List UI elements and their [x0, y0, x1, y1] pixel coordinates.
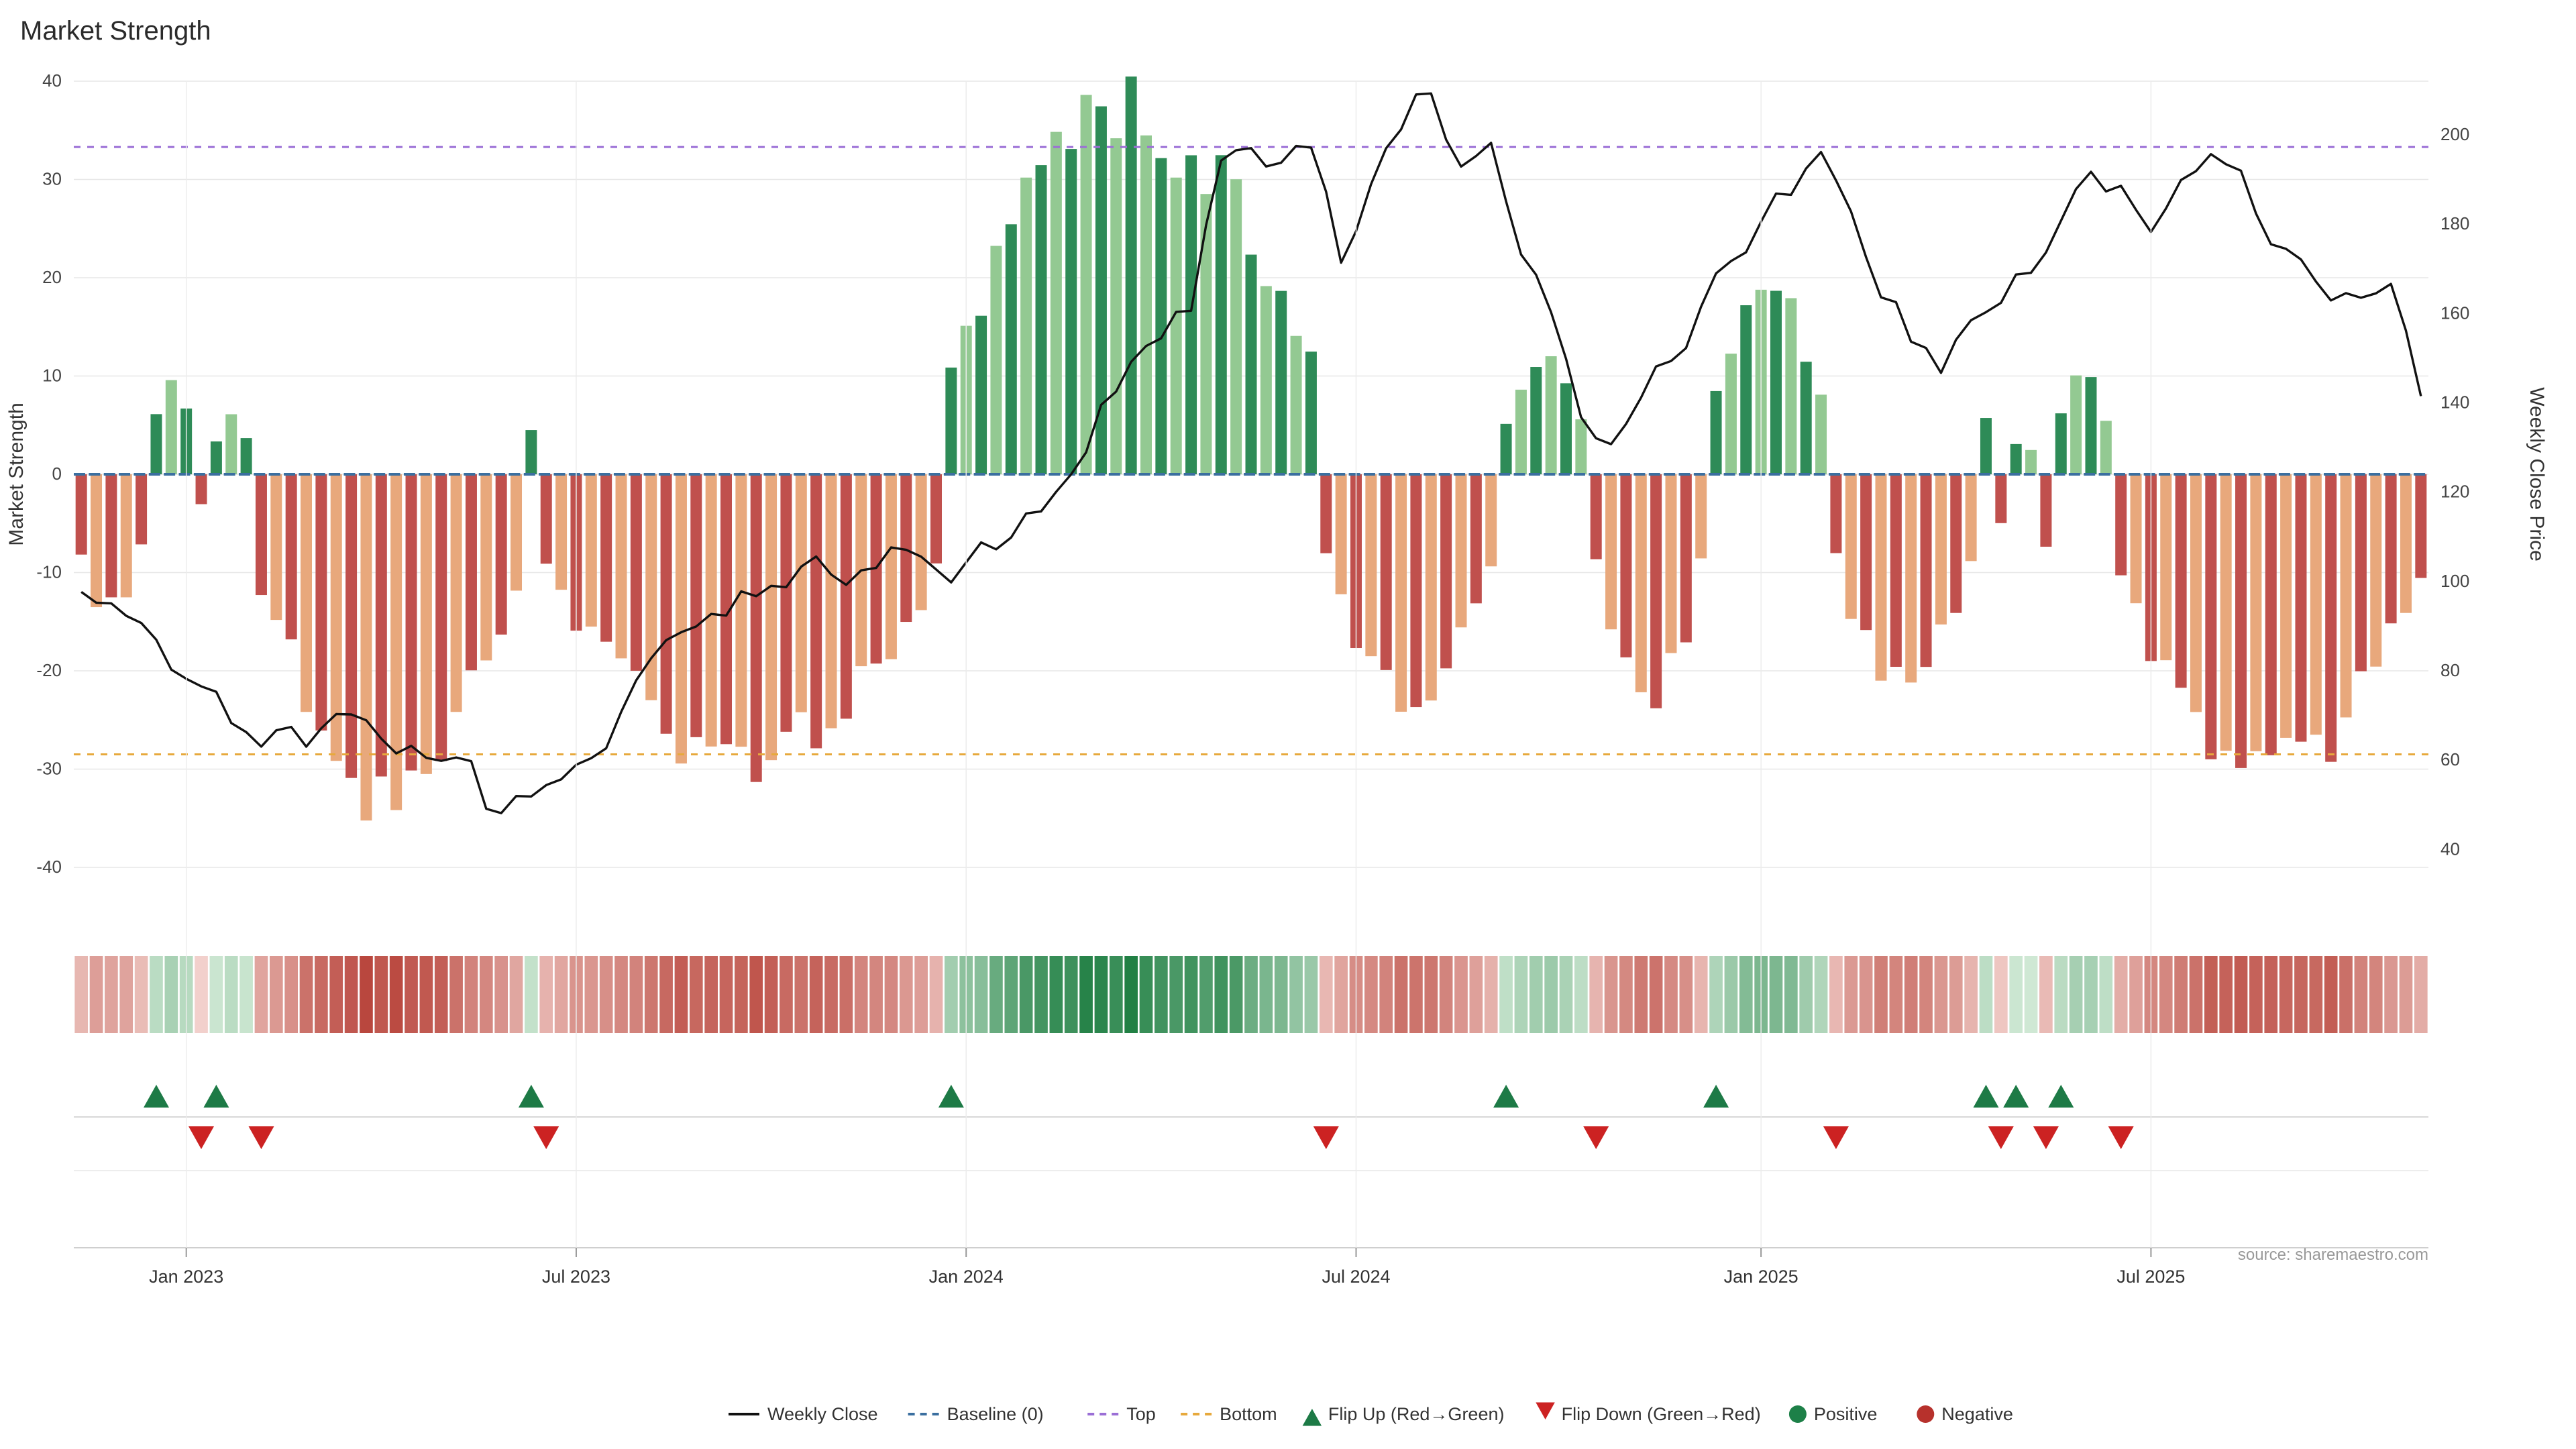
svg-text:60: 60 [2440, 749, 2460, 769]
svg-text:160: 160 [2440, 303, 2469, 323]
svg-text:source: sharemaestro.com: source: sharemaestro.com [2238, 1246, 2428, 1264]
svg-text:-30: -30 [36, 759, 62, 779]
svg-text:Flip Up (Red→Green): Flip Up (Red→Green) [1328, 1404, 1505, 1424]
svg-text:Baseline (0): Baseline (0) [947, 1404, 1044, 1424]
svg-text:0: 0 [52, 464, 62, 484]
svg-text:200: 200 [2440, 124, 2469, 144]
svg-text:Positive: Positive [1814, 1404, 1878, 1424]
svg-text:Jan 2024: Jan 2024 [929, 1267, 1004, 1287]
svg-text:80: 80 [2440, 660, 2460, 680]
svg-text:Top: Top [1126, 1404, 1156, 1424]
svg-text:Jan 2025: Jan 2025 [1724, 1267, 1799, 1287]
svg-text:10: 10 [42, 366, 62, 386]
svg-text:Jul 2023: Jul 2023 [542, 1267, 610, 1287]
svg-text:Bottom: Bottom [1220, 1404, 1277, 1424]
svg-text:20: 20 [42, 267, 62, 287]
svg-text:Jul 2025: Jul 2025 [2116, 1267, 2185, 1287]
svg-text:40: 40 [2440, 839, 2460, 859]
svg-text:-40: -40 [36, 857, 62, 877]
svg-text:Weekly Close: Weekly Close [767, 1404, 878, 1424]
svg-text:-10: -10 [36, 562, 62, 582]
svg-text:120: 120 [2440, 482, 2469, 502]
svg-text:Negative: Negative [1941, 1404, 2013, 1424]
svg-text:Flip Down (Green→Red): Flip Down (Green→Red) [1562, 1404, 1761, 1424]
svg-text:-20: -20 [36, 660, 62, 680]
svg-text:40: 40 [42, 70, 62, 91]
svg-text:30: 30 [42, 169, 62, 189]
svg-text:180: 180 [2440, 213, 2469, 233]
svg-text:Market Strength: Market Strength [5, 402, 28, 545]
svg-text:Jul 2024: Jul 2024 [1322, 1267, 1390, 1287]
svg-text:Weekly Close Price: Weekly Close Price [2526, 387, 2548, 561]
svg-text:140: 140 [2440, 392, 2469, 412]
svg-text:Jan 2023: Jan 2023 [149, 1267, 223, 1287]
svg-text:100: 100 [2440, 571, 2469, 591]
